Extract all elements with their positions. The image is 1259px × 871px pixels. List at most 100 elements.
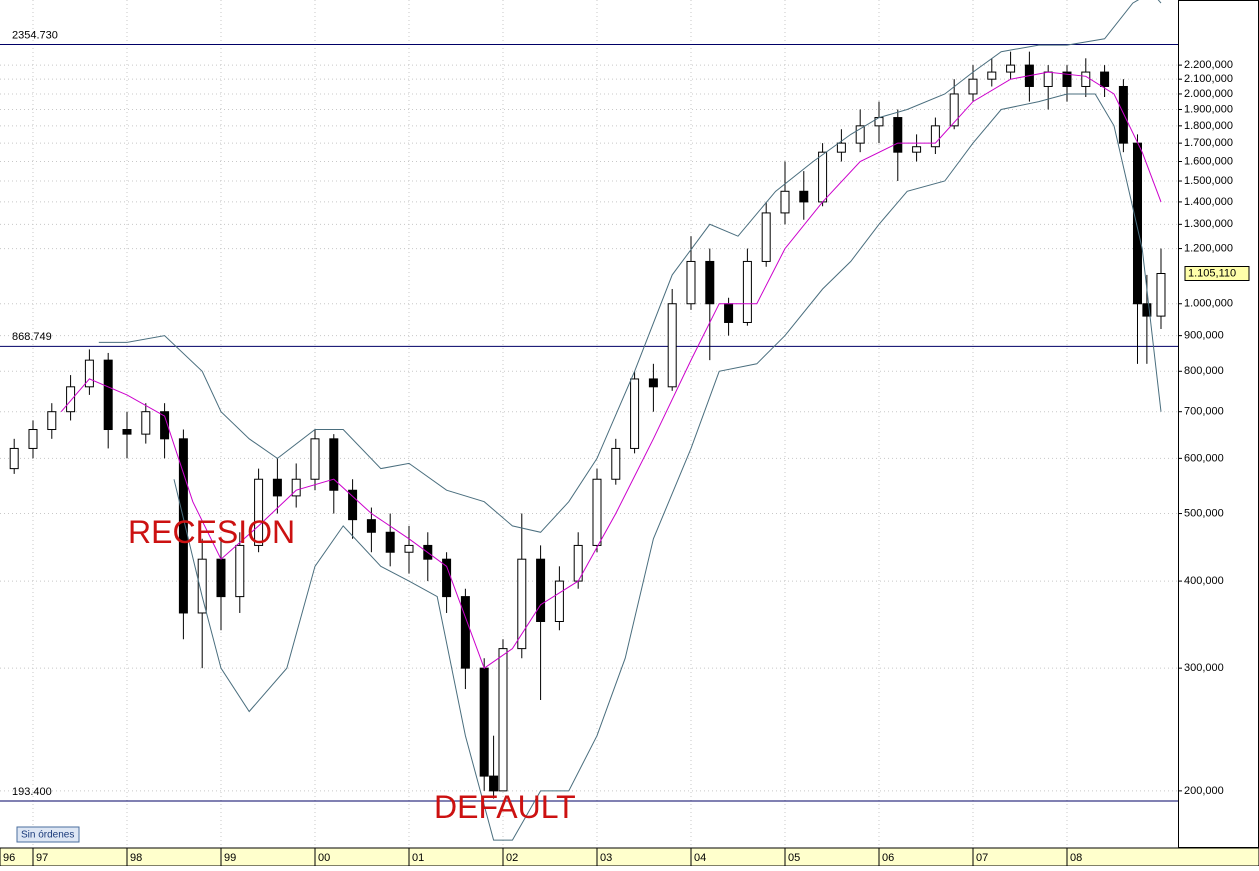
y-tick-label: 1.700,000 — [1184, 137, 1233, 149]
candle-body — [893, 117, 903, 153]
candle-body — [498, 648, 508, 792]
candle-body — [1081, 71, 1091, 87]
x-tick-label: 97 — [36, 852, 48, 864]
annotation: RECESION — [128, 514, 295, 550]
x-tick-label: 00 — [318, 852, 330, 864]
y-tick-label: 1.800,000 — [1184, 120, 1233, 132]
candle-body — [479, 667, 489, 777]
marks-layer: 1.105,110 — [9, 0, 1250, 841]
candle-body — [1043, 71, 1053, 87]
candle-body — [348, 489, 358, 521]
reference-label: 2354.730 — [12, 29, 58, 41]
last-price-label: 1.105,110 — [1188, 267, 1236, 279]
status-text[interactable]: Sin órdenes — [21, 830, 74, 841]
y-tick-label: 1.400,000 — [1184, 196, 1233, 208]
candle-body — [460, 596, 470, 669]
y-tick-label: 2.200,000 — [1184, 59, 1233, 71]
candle-body — [141, 411, 151, 435]
candle-body — [912, 146, 922, 153]
y-tick-label: 1.200,000 — [1184, 242, 1233, 254]
x-tick-label: 08 — [1070, 852, 1082, 864]
y-tick-label: 200,000 — [1184, 785, 1224, 797]
y-tick-label: 800,000 — [1184, 365, 1224, 377]
candle-body — [630, 378, 640, 449]
reference-label: 868.749 — [12, 331, 52, 343]
y-tick-label: 2.000,000 — [1184, 88, 1233, 100]
indicator-line — [98, 0, 1162, 533]
candle-body — [517, 558, 527, 650]
y-tick-label: 1.500,000 — [1184, 175, 1233, 187]
candle-body — [9, 447, 19, 470]
candle-body — [536, 558, 546, 622]
candle-body — [385, 531, 395, 553]
candle-body — [489, 775, 499, 792]
candle-body — [272, 478, 282, 497]
candle-body — [836, 142, 846, 153]
last-price-box — [1184, 265, 1250, 281]
candle-body — [310, 438, 320, 480]
candle-body — [1006, 64, 1016, 73]
candle-body — [761, 212, 771, 262]
reference-label: 193.400 — [12, 786, 52, 798]
x-tick-label: 01 — [412, 852, 424, 864]
candle-body — [366, 519, 376, 533]
candle-body — [1132, 142, 1142, 305]
indicator-line — [173, 93, 1162, 841]
annotation: DEFAULT — [434, 789, 576, 825]
x-tick-label: 96 — [3, 852, 15, 864]
y-tick-label: 1.000,000 — [1184, 298, 1233, 310]
x-tick-label: 07 — [976, 852, 988, 864]
indicator-line — [60, 71, 1162, 669]
candle-body — [216, 558, 226, 598]
y-tick-label: 1.900,000 — [1184, 103, 1233, 115]
candle-body — [1118, 85, 1128, 144]
price-axis-panel — [1178, 0, 1259, 848]
candle-body — [818, 151, 828, 203]
y-tick-label: 1.600,000 — [1184, 155, 1233, 167]
candle-body — [1100, 71, 1110, 87]
candle-body — [197, 558, 207, 614]
status-box[interactable] — [16, 826, 80, 843]
x-tick-label: 04 — [694, 852, 706, 864]
x-tick-label: 05 — [788, 852, 800, 864]
y-tick-label: 600,000 — [1184, 452, 1224, 464]
candle-body — [987, 71, 997, 80]
candle-body — [724, 303, 734, 323]
candle-body — [780, 190, 790, 214]
candle-body — [404, 544, 414, 553]
candle-body — [1142, 303, 1152, 317]
x-tick-label: 98 — [130, 852, 142, 864]
y-tick-label: 1.300,000 — [1184, 218, 1233, 230]
candle-body — [254, 478, 264, 546]
x-tick-label: 06 — [882, 852, 894, 864]
candle-body — [329, 438, 339, 491]
y-tick-label: 400,000 — [1184, 575, 1224, 587]
candle-body — [47, 411, 57, 431]
candle-body — [1062, 71, 1072, 87]
candle-body — [592, 478, 602, 546]
candle-body — [949, 93, 959, 127]
candle-body — [855, 125, 865, 144]
x-tick-label: 02 — [506, 852, 518, 864]
candle-body — [554, 580, 564, 622]
candle-body — [84, 359, 94, 388]
candle-body — [930, 125, 940, 148]
y-tick-label: 300,000 — [1184, 662, 1224, 674]
y-tick-label: 900,000 — [1184, 330, 1224, 342]
candle-body — [799, 190, 809, 203]
y-tick-label: 500,000 — [1184, 507, 1224, 519]
candle-body — [705, 260, 715, 305]
candle-body — [667, 303, 677, 388]
candle-body — [611, 447, 621, 480]
candle-body — [686, 260, 696, 305]
candle-body — [160, 411, 170, 440]
candle-body — [1156, 272, 1166, 317]
candle-body — [122, 429, 132, 435]
candle-body — [968, 78, 978, 95]
candle-body — [66, 386, 76, 413]
candle-body — [235, 544, 245, 598]
candle-body — [291, 478, 301, 497]
y-tick-label: 700,000 — [1184, 406, 1224, 418]
